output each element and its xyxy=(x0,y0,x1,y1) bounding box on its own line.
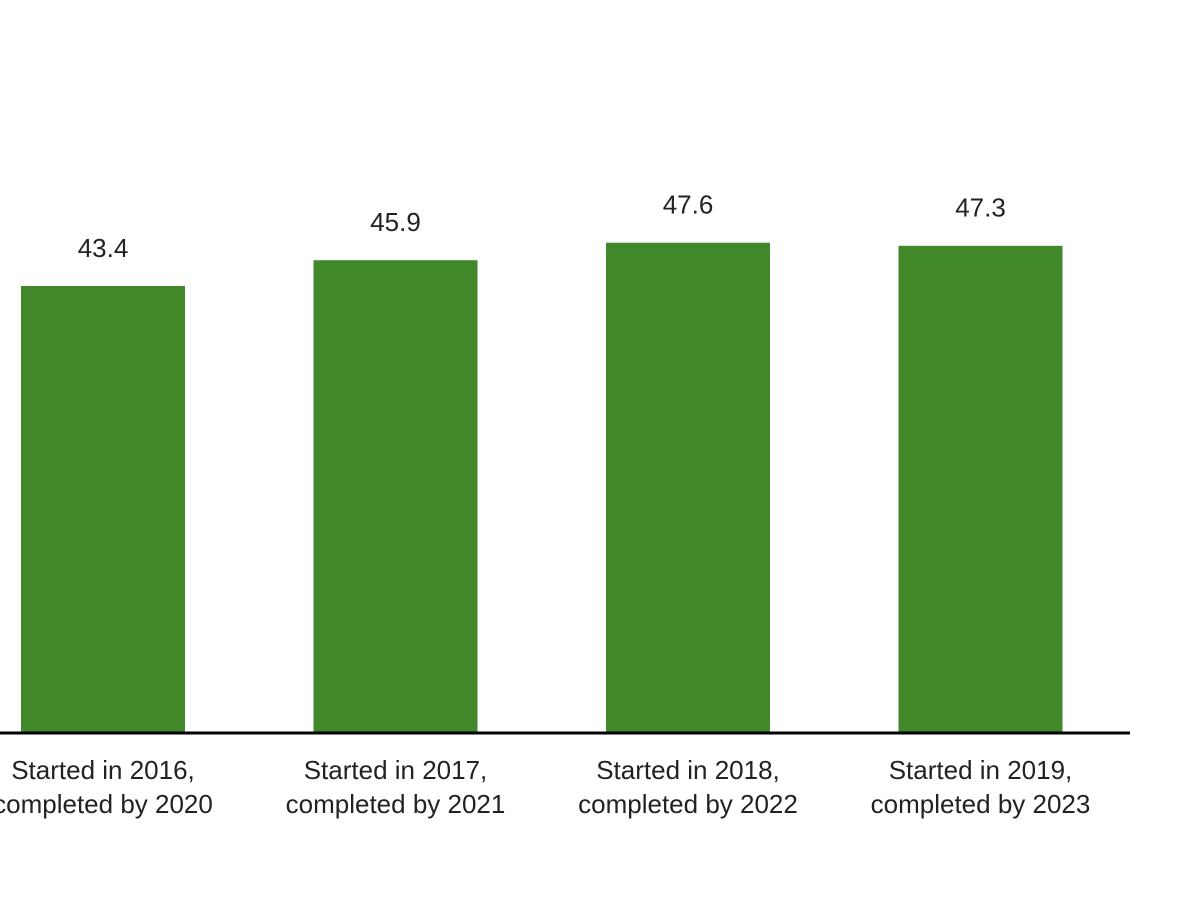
x-tick-label: completed by 2021 xyxy=(286,789,506,819)
bar xyxy=(898,245,1063,733)
x-tick-label: Started in 2018, xyxy=(596,755,780,785)
x-tick-label: Started in 2016, xyxy=(11,755,195,785)
value-label: 43.4 xyxy=(78,233,129,263)
bar xyxy=(313,260,478,733)
bar xyxy=(606,242,770,733)
x-tick-label: completed by 2023 xyxy=(871,789,1091,819)
bar xyxy=(21,285,185,733)
x-tick-label: completed by 2020 xyxy=(0,789,213,819)
value-label: 47.3 xyxy=(955,193,1006,223)
value-label: 47.6 xyxy=(663,190,714,220)
value-label: 45.9 xyxy=(370,207,421,237)
x-tick-label: Started in 2017, xyxy=(304,755,488,785)
x-tick-label: Started in 2019, xyxy=(889,755,1073,785)
x-tick-label: completed by 2022 xyxy=(578,789,798,819)
